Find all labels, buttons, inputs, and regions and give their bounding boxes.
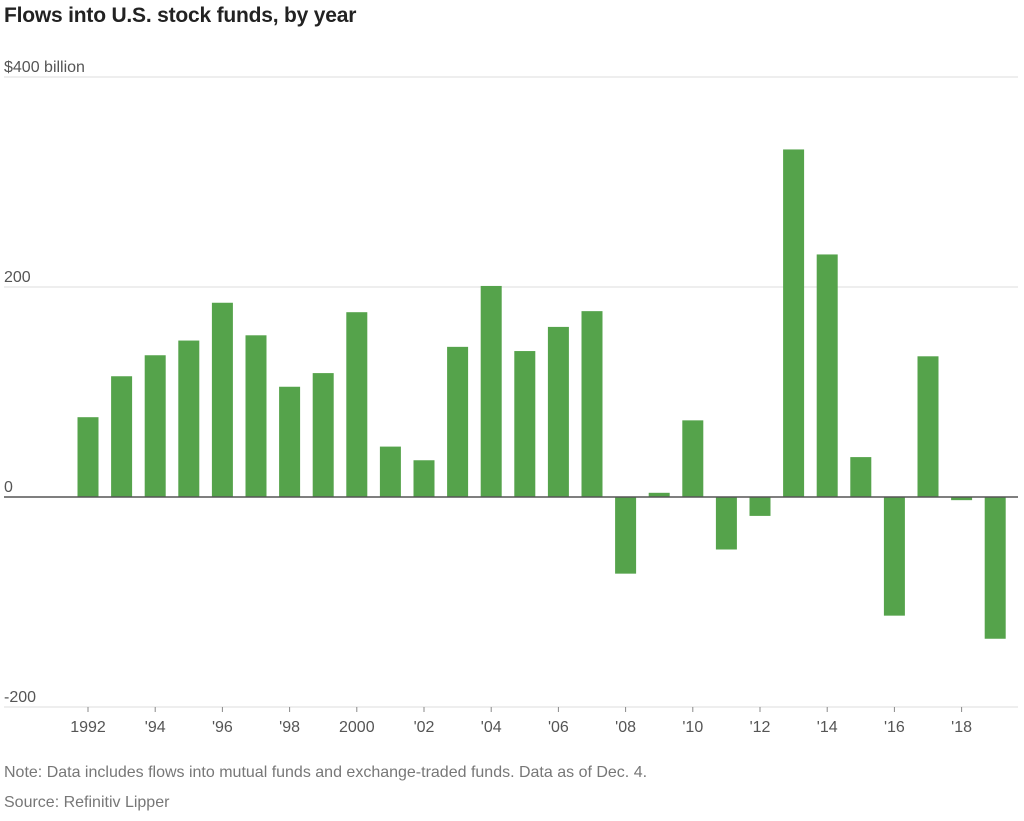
- x-tick-label: '14: [817, 719, 838, 736]
- bar-2011: [715, 497, 737, 550]
- bars: [77, 149, 1006, 639]
- bar-1993: [111, 376, 133, 497]
- bar-2013: [783, 149, 805, 497]
- x-tick-label: '06: [548, 719, 569, 736]
- bar-2002: [413, 460, 435, 497]
- y-tick-label: -200: [4, 689, 36, 706]
- y-tick-label: $400 billion: [4, 59, 85, 76]
- bar-1996: [211, 302, 233, 497]
- bar-2007: [581, 311, 603, 497]
- bar-2012: [749, 497, 771, 516]
- bar-2004: [480, 285, 502, 497]
- bar-2005: [514, 351, 536, 497]
- bar-2019: [984, 497, 1006, 639]
- bar-2008: [615, 497, 637, 574]
- bar-2015: [850, 457, 872, 497]
- bar-1992: [77, 417, 99, 497]
- bar-2000: [346, 312, 368, 497]
- bar-2018: [951, 497, 973, 501]
- x-tick-label: '98: [279, 719, 300, 736]
- bar-2014: [816, 254, 838, 497]
- x-tick-label: '18: [951, 719, 972, 736]
- x-axis-ticks: 1992 '94 '96 '98 2000 '02 '04 '06 '08 '10 '12 '14 '1…: [70, 707, 972, 736]
- bar-1994: [144, 355, 166, 497]
- bar-2001: [379, 446, 401, 497]
- bar-1999: [312, 373, 334, 497]
- bar-1997: [245, 335, 267, 497]
- y-axis-tick-labels: $400 billion 200 0 -200: [4, 59, 85, 706]
- bar-2003: [447, 346, 469, 497]
- chart-note: Note: Data includes flows into mutual fu…: [4, 764, 648, 781]
- x-tick-label: 1992: [70, 719, 106, 736]
- chart-title: Flows into U.S. stock funds, by year: [4, 4, 357, 27]
- chart-source: Source: Refinitiv Lipper: [4, 794, 170, 811]
- gridlines: [4, 76, 1018, 708]
- x-tick-label: '12: [750, 719, 771, 736]
- x-tick-label: '16: [884, 719, 905, 736]
- x-tick-label: '96: [212, 719, 233, 736]
- y-tick-label: 200: [4, 269, 31, 286]
- x-tick-label: '10: [682, 719, 703, 736]
- x-tick-label: '08: [615, 719, 636, 736]
- bar-2009: [648, 492, 670, 497]
- y-tick-label: 0: [4, 479, 13, 496]
- bar-2017: [917, 356, 939, 497]
- bar-2016: [883, 497, 905, 616]
- bar-2006: [547, 326, 569, 497]
- x-tick-label: '04: [481, 719, 502, 736]
- x-tick-label: 2000: [339, 719, 375, 736]
- x-tick-label: '02: [414, 719, 435, 736]
- x-tick-label: '94: [145, 719, 166, 736]
- bar-1995: [178, 340, 200, 497]
- bar-1998: [279, 386, 301, 497]
- bar-2010: [682, 420, 704, 497]
